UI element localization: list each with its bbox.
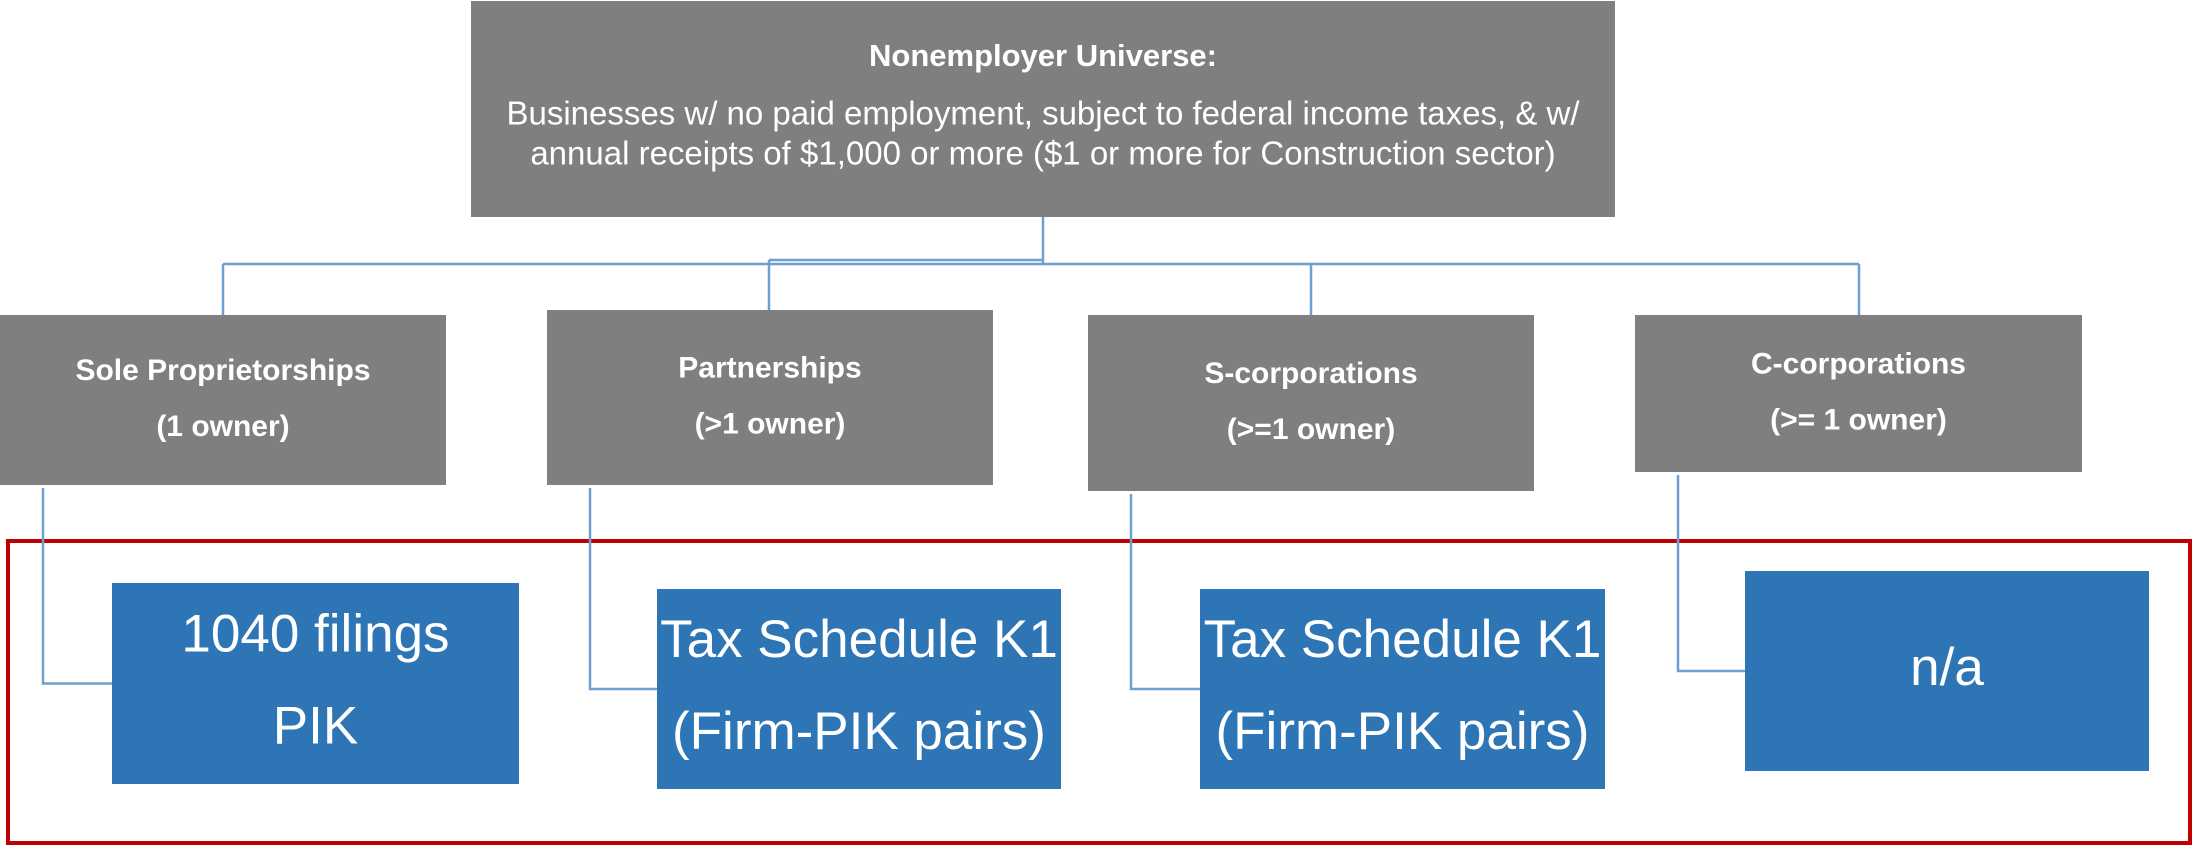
- category-owners: (1 owner): [156, 410, 289, 443]
- leaf-text: n/a: [1910, 638, 1984, 697]
- root-line: annual receipts of $1,000 or more ($1 or…: [530, 135, 1555, 172]
- root-line: Businesses w/ no paid employment, subjec…: [506, 95, 1580, 132]
- category-name: Sole Proprietorships: [75, 354, 370, 387]
- category-name: Partnerships: [678, 351, 861, 384]
- category-owners: (>=1 owner): [1227, 413, 1395, 446]
- category-node: [1635, 315, 2082, 472]
- leaf-node: [112, 583, 519, 784]
- highlight-frame: [6, 539, 2192, 845]
- leaf-text: Tax Schedule K1: [660, 610, 1058, 669]
- category-owners: (>= 1 owner): [1770, 403, 1947, 436]
- leaf-text: Tax Schedule K1: [1204, 610, 1602, 669]
- connector: [588, 488, 657, 691]
- leaf-node: [657, 589, 1061, 789]
- leaf-text: PIK: [273, 697, 358, 756]
- category-name: C-corporations: [1751, 347, 1966, 380]
- connector: [221, 217, 1861, 315]
- leaf-text: 1040 filings: [181, 605, 449, 664]
- connector: [41, 488, 112, 685]
- leaf-text: (Firm-PIK pairs): [672, 702, 1046, 761]
- connector: [1129, 494, 1200, 691]
- connector: [1676, 475, 1745, 673]
- category-owners: (>1 owner): [695, 407, 846, 440]
- category-name: S-corporations: [1204, 357, 1417, 390]
- leaf-node: [1200, 589, 1605, 789]
- category-node: [1088, 315, 1534, 491]
- root-title: Nonemployer Universe:: [869, 38, 1217, 73]
- category-node: [547, 310, 993, 485]
- category-node: [0, 315, 446, 485]
- leaf-node: [1745, 571, 2149, 771]
- leaf-text: (Firm-PIK pairs): [1216, 702, 1590, 761]
- root-node: [471, 1, 1615, 217]
